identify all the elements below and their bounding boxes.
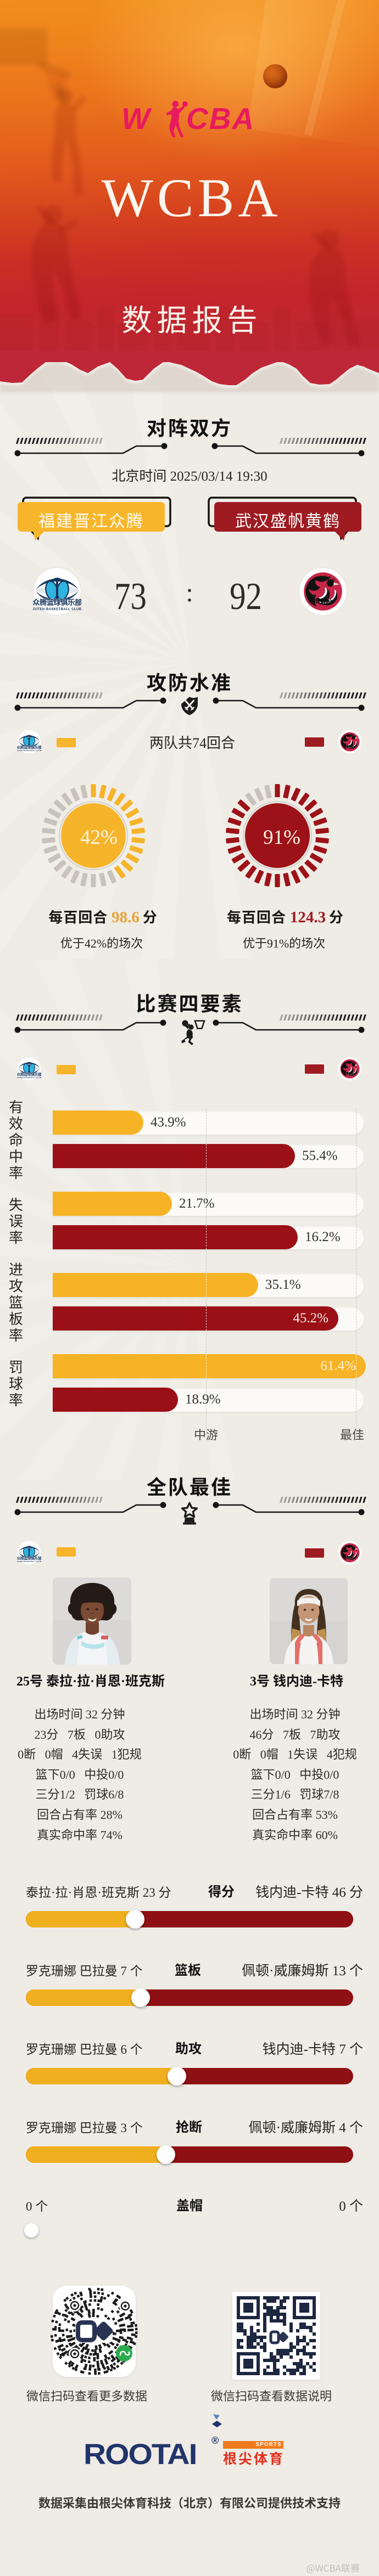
svg-text:众腾篮球俱乐部: 众腾篮球俱乐部 [17,1071,41,1076]
svg-text:WUHAN: WUHAN [344,1556,355,1561]
svg-text:ZUTEN BASKETBALL CLUB: ZUTEN BASKETBALL CLUB [17,749,41,752]
svg-text:ZUTEN BASKETBALL CLUB: ZUTEN BASKETBALL CLUB [17,1076,41,1079]
svg-text:众腾篮球俱乐部: 众腾篮球俱乐部 [17,744,41,749]
svg-text:CRANES: CRANES [343,1545,356,1550]
svg-text:CBA: CBA [186,102,255,136]
svg-text:ZUTEN BASKETBALL CLUB: ZUTEN BASKETBALL CLUB [17,1560,41,1563]
svg-text:CRANES: CRANES [343,1061,356,1066]
svg-text:W: W [121,102,152,136]
svg-text:众腾篮球俱乐部: 众腾篮球俱乐部 [17,1555,41,1560]
svg-text:CRANES: CRANES [310,575,336,585]
svg-text:众腾篮球俱乐部: 众腾篮球俱乐部 [33,597,81,607]
svg-text:WUHAN: WUHAN [344,1072,355,1077]
svg-text:ZUTEN BASKETBALL CLUB: ZUTEN BASKETBALL CLUB [33,607,81,611]
svg-text:WUHAN: WUHAN [344,745,355,750]
svg-text:CRANES: CRANES [343,734,356,739]
